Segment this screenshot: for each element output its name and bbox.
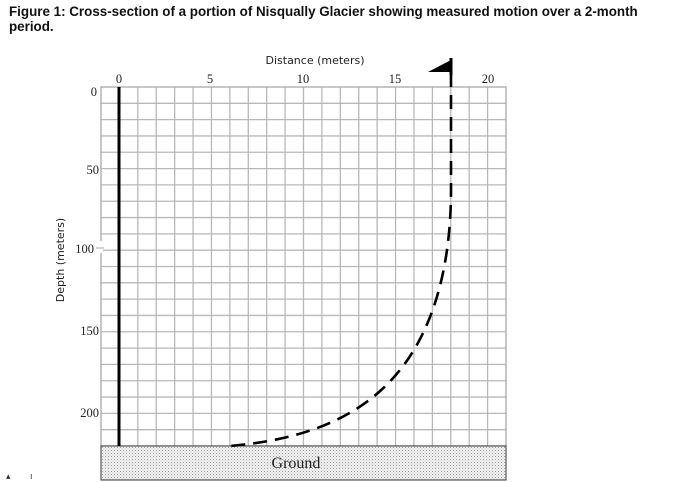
- flag-marker-icon: [428, 58, 453, 75]
- x-tick-5: 5: [207, 72, 213, 86]
- y-tick-150: 150: [80, 324, 99, 338]
- ground-block: Ground: [100, 445, 507, 481]
- x-tick-20: 20: [482, 72, 495, 86]
- y-tick-50: 50: [87, 163, 100, 177]
- x-tick-0: 0: [116, 72, 122, 86]
- chart-grid: [100, 86, 507, 447]
- x-axis-title: Distance (meters): [266, 54, 365, 67]
- x-axis-ticks: 0 5 10 15 20: [116, 72, 494, 86]
- stray-mark: ▴: [6, 471, 11, 481]
- y-tick-200: 200: [80, 406, 99, 420]
- moved-position-dashed-curve: [229, 73, 453, 448]
- ground-label: Ground: [272, 455, 321, 472]
- figure-caption: Figure 1: Cross-section of a portion of …: [9, 4, 638, 34]
- stray-mark: ı: [30, 471, 33, 481]
- x-tick-15: 15: [389, 72, 402, 86]
- y-tick-0: 0: [91, 85, 97, 99]
- y-axis-title: Depth (meters): [54, 218, 67, 302]
- y-tick-100: 100: [75, 242, 94, 256]
- x-tick-10: 10: [297, 72, 310, 86]
- y-axis-ticks: 0 50 100 150 200: [75, 85, 99, 420]
